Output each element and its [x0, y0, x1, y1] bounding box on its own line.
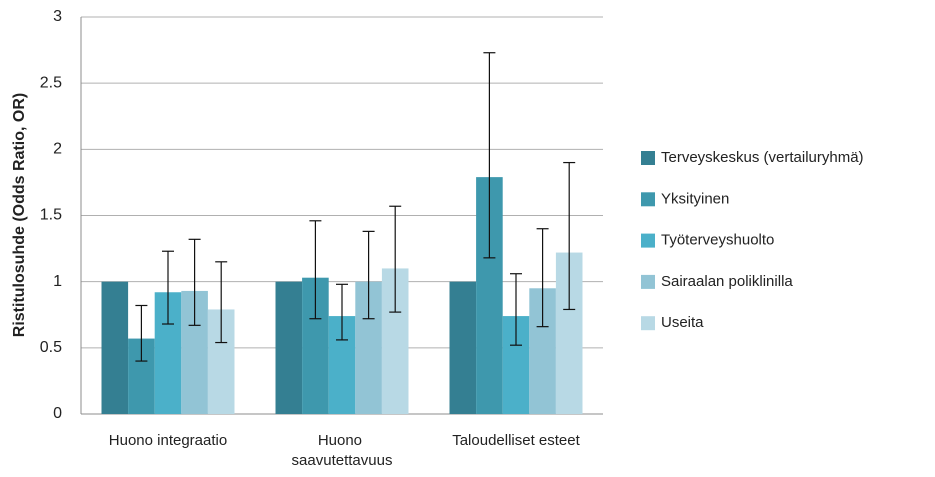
legend-swatch: [641, 233, 655, 248]
y-tick-label: 1.5: [40, 207, 62, 224]
y-tick-label: 2.5: [40, 74, 62, 91]
legend-swatch: [641, 316, 655, 331]
bar: [275, 281, 303, 414]
legend-swatch: [641, 151, 655, 165]
y-tick-label: 1: [53, 273, 62, 290]
bar: [101, 281, 129, 414]
legend-label: Työterveyshuolto: [661, 232, 774, 249]
y-tick-label: 3: [53, 8, 62, 25]
x-tick-label: Huono integraatio: [109, 432, 227, 449]
legend-swatch: [641, 274, 655, 289]
bar: [449, 281, 477, 414]
legend-swatch: [641, 192, 655, 207]
legend-label: Yksityinen: [661, 190, 729, 207]
legend-label: Sairaalan poliklinilla: [661, 273, 793, 290]
y-tick-label: 0: [53, 405, 62, 422]
legend-label: Terveyskeskus (vertailuryhmä): [661, 149, 864, 166]
y-tick-label: 0.5: [40, 339, 62, 356]
y-axis-label: Ristitulosuhde (Odds Ratio, OR): [11, 93, 28, 337]
x-tick-label: Huono saavutettavuus: [292, 432, 393, 469]
x-tick-label: Taloudelliset esteet: [452, 432, 580, 449]
legend-label: Useita: [661, 314, 704, 331]
y-tick-label: 2: [53, 141, 62, 158]
